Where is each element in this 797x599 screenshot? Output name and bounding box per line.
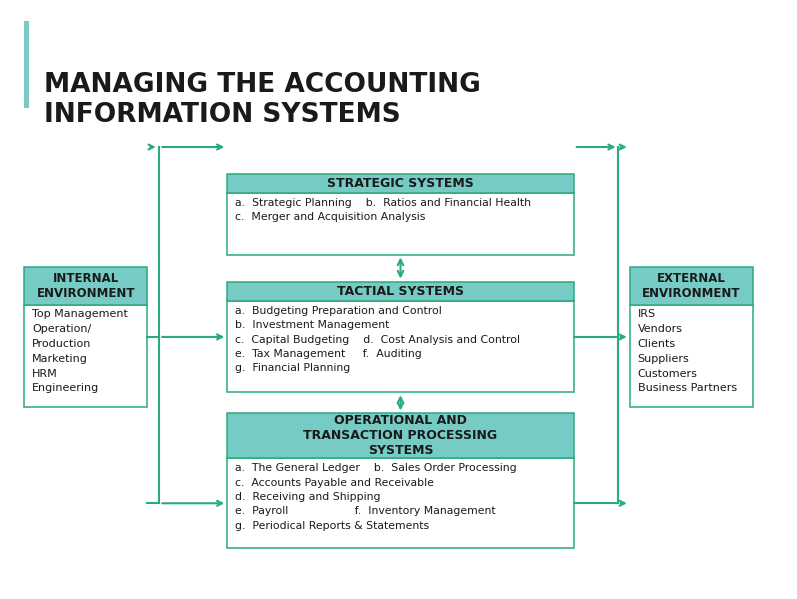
Bar	[227, 174, 574, 193]
Bar	[227, 282, 574, 301]
Bar	[630, 304, 753, 407]
Bar	[630, 267, 753, 304]
Bar	[227, 413, 574, 458]
Text: INFORMATION SYSTEMS: INFORMATION SYSTEMS	[44, 102, 401, 128]
Text: INTERNAL
ENVIRONMENT: INTERNAL ENVIRONMENT	[37, 271, 135, 300]
Text: EXTERNAL
ENVIRONMENT: EXTERNAL ENVIRONMENT	[642, 271, 740, 300]
Bar	[227, 458, 574, 548]
Bar	[24, 304, 147, 407]
Text: a.  The General Ledger    b.  Sales Order Processing
c.  Accounts Payable and Re: a. The General Ledger b. Sales Order Pro…	[235, 463, 516, 531]
Text: OPERATIONAL AND
TRANSACTION PROCESSING
SYSTEMS: OPERATIONAL AND TRANSACTION PROCESSING S…	[304, 415, 497, 458]
Text: STRATEGIC SYSTEMS: STRATEGIC SYSTEMS	[327, 177, 474, 190]
Text: a.  Strategic Planning    b.  Ratios and Financial Health
c.  Merger and Acquisi: a. Strategic Planning b. Ratios and Fina…	[235, 198, 531, 222]
Bar	[24, 267, 147, 304]
Bar	[227, 193, 574, 255]
Bar	[227, 301, 574, 392]
Text: MANAGING THE ACCOUNTING: MANAGING THE ACCOUNTING	[44, 72, 481, 98]
Text: IRS
Vendors
Clients
Suppliers
Customers
Business Partners: IRS Vendors Clients Suppliers Customers …	[638, 309, 736, 394]
Text: a.  Budgeting Preparation and Control
b.  Investment Management
c.  Capital Budg: a. Budgeting Preparation and Control b. …	[235, 305, 520, 373]
Text: TACTIAL SYSTEMS: TACTIAL SYSTEMS	[337, 285, 464, 298]
Bar	[24, 21, 29, 108]
Text: Top Management
Operation/
Production
Marketing
HRM
Engineering: Top Management Operation/ Production Mar…	[32, 309, 128, 394]
